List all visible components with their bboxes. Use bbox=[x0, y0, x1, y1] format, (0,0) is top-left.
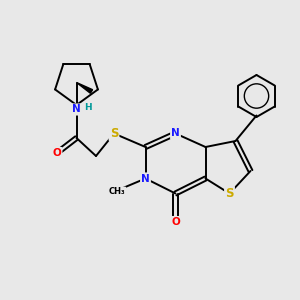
Polygon shape bbox=[76, 82, 93, 93]
Text: N: N bbox=[141, 173, 150, 184]
Text: O: O bbox=[171, 217, 180, 227]
Text: O: O bbox=[52, 148, 62, 158]
Text: H: H bbox=[84, 103, 92, 112]
Text: CH₃: CH₃ bbox=[109, 188, 125, 196]
Text: S: S bbox=[110, 127, 118, 140]
Text: N: N bbox=[171, 128, 180, 139]
Text: S: S bbox=[225, 187, 234, 200]
Text: N: N bbox=[72, 104, 81, 115]
